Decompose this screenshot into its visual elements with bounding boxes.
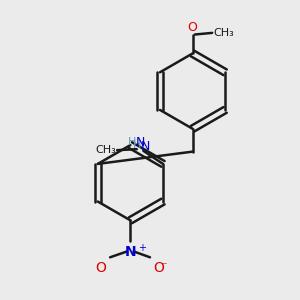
- Text: O: O: [153, 261, 164, 274]
- Text: H: H: [133, 140, 141, 150]
- Text: N: N: [135, 136, 145, 149]
- Text: H: H: [128, 136, 136, 147]
- Text: ⁻: ⁻: [160, 260, 166, 273]
- Text: O: O: [188, 21, 197, 34]
- Text: O: O: [95, 261, 106, 274]
- Text: N: N: [141, 140, 151, 153]
- Text: +: +: [138, 243, 146, 253]
- Text: N: N: [124, 244, 136, 259]
- Text: CH₃: CH₃: [214, 28, 235, 38]
- Text: CH₃: CH₃: [95, 145, 116, 155]
